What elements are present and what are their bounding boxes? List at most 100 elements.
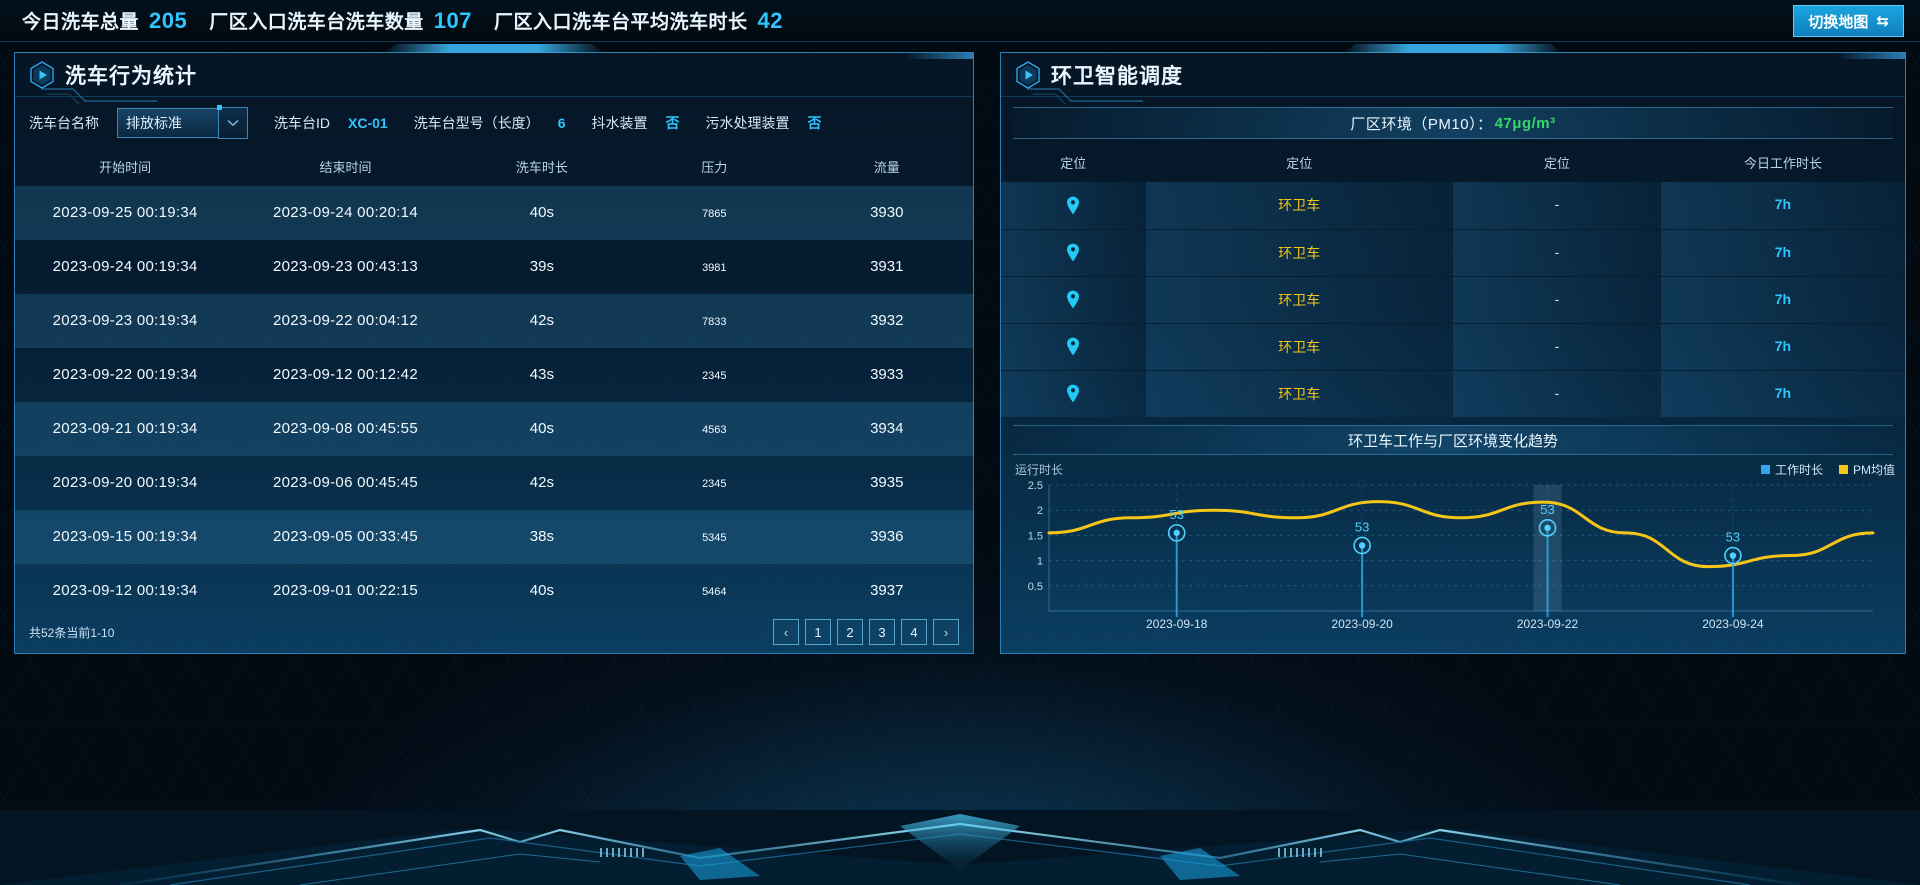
cell-开始时间: 2023-09-20 00:19:34 xyxy=(52,474,198,491)
table-row[interactable]: 2023-09-20 00:19:34 2023-09-06 00:45:45 42… xyxy=(15,456,973,510)
table-footer: 共52条当前1-10 ‹ 1 2 3 4 › xyxy=(15,619,973,645)
x-tick-label: 2023-09-22 xyxy=(1517,617,1579,631)
x-tick-label: 2023-09-18 xyxy=(1146,617,1208,631)
column-header: 定位 xyxy=(1060,156,1087,171)
filter-value: 否 xyxy=(665,115,680,131)
cell-status: - xyxy=(1452,182,1661,229)
cell-开始时间: 2023-09-15 00:19:34 xyxy=(15,510,236,564)
table-row[interactable]: 2023-09-23 00:19:34 2023-09-22 00:04:12 42… xyxy=(15,294,973,348)
kpi-value: 205 xyxy=(149,8,188,33)
data-label: 53 xyxy=(1169,507,1183,522)
vehicle-dispatch-table: 定位 定位 定位 今日工作时长 环卫车 -7h 环卫车 -7h 环卫车 -7h 环卫车 -7h 环卫车… xyxy=(1001,145,1905,417)
column-header: 今日工作时长 xyxy=(1743,156,1822,171)
kpi-label: 厂区入口洗车台洗车数量 xyxy=(209,12,424,33)
pagination-page-2[interactable]: 2 xyxy=(837,619,863,645)
column-header: 流量 xyxy=(873,160,900,175)
chart-ylabel: 运行时长 xyxy=(1015,462,1064,477)
cell-结束时间: 2023-09-05 00:33:45 xyxy=(235,510,456,564)
cell-location xyxy=(1001,369,1146,417)
station-name-select[interactable]: 排放标准 xyxy=(117,108,219,138)
lollipop-ring xyxy=(1167,524,1186,542)
cell-洗车时长: 42s xyxy=(529,474,554,491)
cell-vehicle-name: 环卫车 xyxy=(1145,322,1453,370)
cell-location xyxy=(1001,182,1146,229)
cell-流量: 3932 xyxy=(800,294,973,348)
cell-压力: 4563 xyxy=(628,402,801,456)
legend-item-work[interactable]: 工作时长 xyxy=(1760,461,1823,478)
table-row[interactable]: 环卫车 -7h xyxy=(1001,275,1905,323)
cell-vehicle-name: 环卫车 xyxy=(1145,275,1453,323)
cell-压力: 7833 xyxy=(628,294,801,348)
panel-title: 环卫智能调度 xyxy=(1051,64,1183,88)
panel-header: 环卫智能调度 xyxy=(1001,53,1905,105)
panel-head-tab xyxy=(384,44,604,53)
filter-value: 否 xyxy=(807,115,822,131)
pagination-page-1[interactable]: 1 xyxy=(805,619,831,645)
cell-流量: 3937 xyxy=(870,582,904,599)
cell-开始时间: 2023-09-12 00:19:34 xyxy=(52,582,198,599)
cell-压力: 2345 xyxy=(702,478,727,490)
filter-value: 6 xyxy=(557,115,566,131)
cell-status: - xyxy=(1452,275,1661,323)
map-pin-icon[interactable] xyxy=(1066,290,1080,309)
table-row[interactable]: 2023-09-15 00:19:34 2023-09-05 00:33:45 38… xyxy=(15,510,973,564)
filter-station-model: 洗车台型号（长度） 6 xyxy=(414,113,566,133)
table-row[interactable]: 环卫车 -7h xyxy=(1001,369,1905,417)
table-row[interactable]: 2023-09-12 00:19:34 2023-09-01 00:22:15 40… xyxy=(15,564,973,618)
pagination-next[interactable]: › xyxy=(933,619,959,645)
legend-swatch-pm xyxy=(1838,464,1848,474)
pagination-page-4[interactable]: 4 xyxy=(901,619,927,645)
chart-meta: 运行时长 工作时长 PM均值 xyxy=(1015,461,1895,477)
table-row[interactable]: 环卫车 -7h xyxy=(1001,182,1905,229)
switch-map-button[interactable]: 切换地图 ⇆ xyxy=(1793,5,1904,37)
chevron-down-icon[interactable] xyxy=(217,105,248,139)
top-kpi-bar: 今日洗车总量 205 厂区入口洗车台洗车数量 107 厂区入口洗车台平均洗车时长… xyxy=(0,0,1920,42)
table-row[interactable]: 2023-09-21 00:19:34 2023-09-08 00:45:55 40… xyxy=(15,402,973,456)
chart-canvas: 0.5 1 1.5 2 2.5 2023-09-18 2023-09-20 2023-09-2… xyxy=(1028,480,1875,631)
cell-结束时间: 2023-09-23 00:43:13 xyxy=(272,258,418,275)
kpi-avg-duration: 厂区入口洗车台平均洗车时长 42 xyxy=(494,7,783,34)
table-row[interactable]: 环卫车 -7h xyxy=(1001,228,1905,276)
swap-icon: ⇆ xyxy=(1876,12,1889,30)
map-pin-icon[interactable] xyxy=(1066,243,1080,262)
pagination-prev[interactable]: ‹ xyxy=(773,619,799,645)
left-edge-glow xyxy=(14,816,974,819)
legend-label-work: 工作时长 xyxy=(1774,462,1823,477)
table-row[interactable]: 环卫车 -7h xyxy=(1001,322,1905,370)
table-body: 环卫车 -7h 环卫车 -7h 环卫车 -7h 环卫车 -7h 环卫车 -7h xyxy=(1001,182,1905,417)
legend-item-pm[interactable]: PM均值 xyxy=(1838,461,1895,478)
cell-开始时间: 2023-09-23 00:19:34 xyxy=(15,294,236,348)
filter-station-id: 洗车台ID XC-01 xyxy=(274,113,388,133)
filter-shaker-device: 抖水装置 否 xyxy=(591,113,679,133)
cell-压力: 5464 xyxy=(702,586,727,598)
filter-label: 洗车台型号（长度） xyxy=(413,115,540,131)
column-header: 定位 xyxy=(1286,156,1313,171)
lollipop-dot xyxy=(1173,529,1180,537)
map-pin-icon[interactable] xyxy=(1066,337,1080,356)
column-header: 压力 xyxy=(701,160,728,175)
cell-开始时间: 2023-09-21 00:19:34 xyxy=(15,402,236,456)
table-row[interactable]: 2023-09-25 00:19:34 2023-09-24 00:20:14 40… xyxy=(15,186,973,240)
cell-work-hours: 7h xyxy=(1660,322,1905,370)
map-pin-icon[interactable] xyxy=(1066,384,1080,403)
column-header: 结束时间 xyxy=(319,160,372,175)
cell-流量: 3934 xyxy=(800,402,973,456)
pagination-page-3[interactable]: 3 xyxy=(869,619,895,645)
panel-title: 洗车行为统计 xyxy=(65,64,197,88)
lollipop-dot xyxy=(1729,552,1737,559)
pm10-banner: 厂区环境（PM10）： 47μg/m³ xyxy=(1013,107,1893,139)
table-row[interactable]: 2023-09-22 00:19:34 2023-09-12 00:12:42 43… xyxy=(15,348,973,402)
cell-结束时间: 2023-09-01 00:22:15 xyxy=(272,582,418,599)
filter-label: 污水处理装置 xyxy=(705,115,790,131)
cell-压力: 3981 xyxy=(702,262,727,274)
table-row[interactable]: 2023-09-24 00:19:34 2023-09-23 00:43:13 39… xyxy=(15,240,973,294)
cell-洗车时长: 42s xyxy=(455,294,629,348)
map-pin-icon[interactable] xyxy=(1066,196,1080,215)
record-count-text: 共52条当前1-10 xyxy=(29,625,115,640)
kpi-total-washes: 今日洗车总量 205 xyxy=(22,7,187,34)
cell-洗车时长: 38s xyxy=(455,510,629,564)
cell-location xyxy=(1001,275,1146,323)
cell-洗车时长: 39s xyxy=(529,258,554,275)
legend-swatch-work xyxy=(1760,464,1770,474)
column-header: 洗车时长 xyxy=(515,160,568,175)
